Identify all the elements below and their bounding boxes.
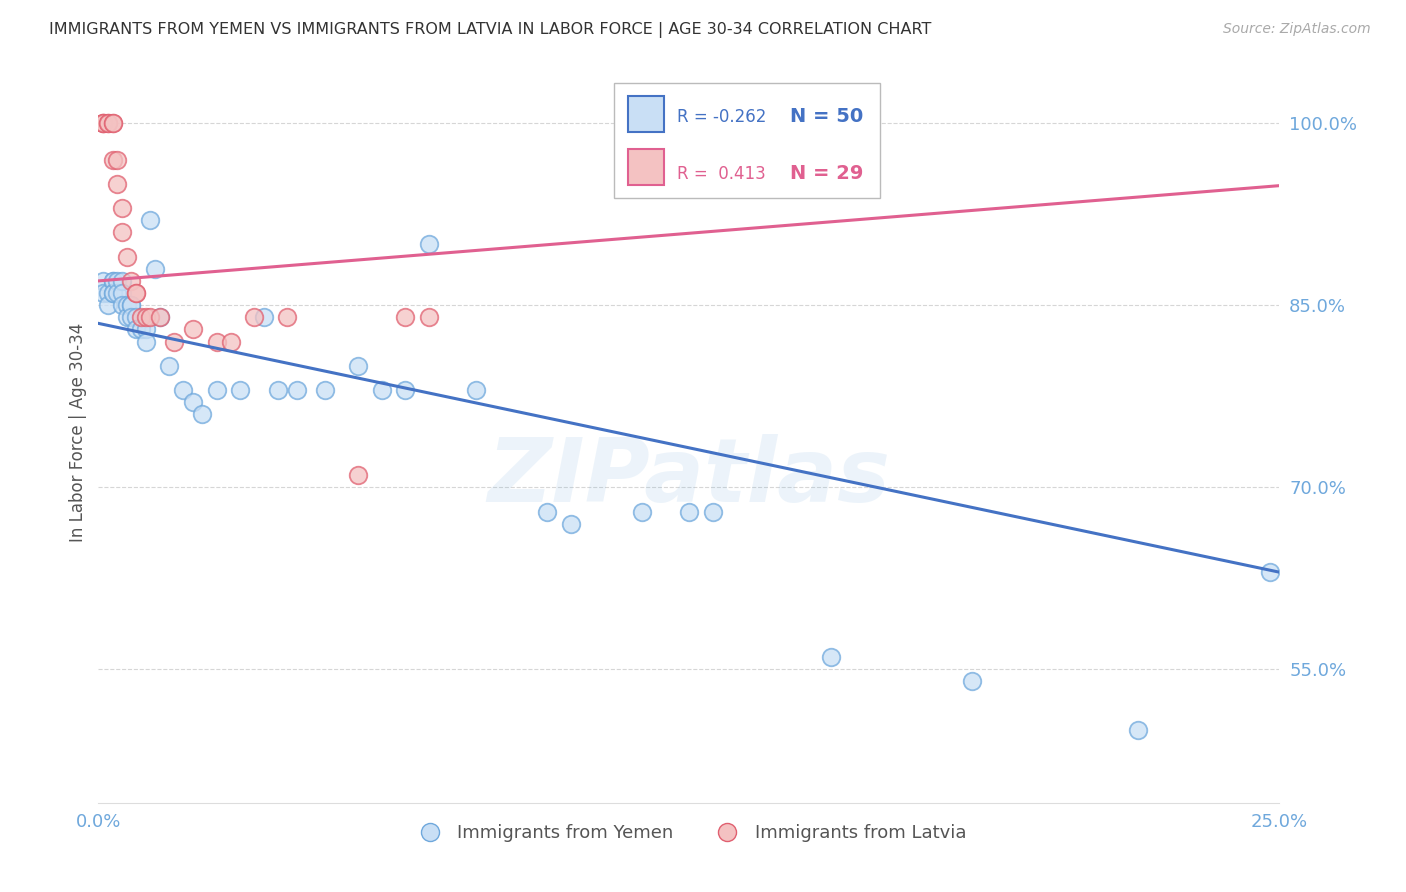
Text: N = 50: N = 50 <box>790 107 863 126</box>
Point <box>101 274 124 288</box>
Point <box>105 274 128 288</box>
Point <box>243 310 266 325</box>
Point <box>181 322 204 336</box>
Point <box>105 153 128 167</box>
Point <box>630 504 652 518</box>
Point <box>418 237 440 252</box>
Point <box>111 201 134 215</box>
Point <box>219 334 242 349</box>
Point <box>121 310 143 325</box>
Point <box>101 116 124 130</box>
Point <box>1258 565 1281 579</box>
Point <box>105 177 128 191</box>
Point <box>101 286 124 301</box>
Point <box>125 310 148 325</box>
Point <box>111 225 134 239</box>
Point <box>560 516 582 531</box>
FancyBboxPatch shape <box>614 83 880 198</box>
Point <box>394 310 416 325</box>
Point <box>101 153 124 167</box>
Point <box>253 310 276 325</box>
Point <box>125 286 148 301</box>
Point <box>418 310 440 325</box>
Point <box>105 286 128 301</box>
Point <box>536 504 558 518</box>
Point <box>702 504 724 518</box>
Point <box>172 383 194 397</box>
Point <box>91 286 114 301</box>
Point <box>115 298 138 312</box>
Point <box>314 383 336 397</box>
Point <box>135 334 157 349</box>
Point <box>1126 723 1149 737</box>
Point <box>139 213 162 227</box>
Point <box>163 334 186 349</box>
Bar <box>628 149 664 185</box>
Text: IMMIGRANTS FROM YEMEN VS IMMIGRANTS FROM LATVIA IN LABOR FORCE | AGE 30-34 CORRE: IMMIGRANTS FROM YEMEN VS IMMIGRANTS FROM… <box>49 22 932 38</box>
Point <box>129 310 152 325</box>
Point <box>91 116 114 130</box>
Point <box>139 310 162 325</box>
Point <box>347 468 370 483</box>
Point <box>91 274 114 288</box>
Point <box>149 310 172 325</box>
Point <box>121 298 143 312</box>
Point <box>157 359 180 373</box>
Point <box>135 322 157 336</box>
Point <box>205 383 228 397</box>
Point <box>229 383 252 397</box>
Point <box>101 274 124 288</box>
Point <box>97 116 120 130</box>
Point <box>111 286 134 301</box>
Text: Source: ZipAtlas.com: Source: ZipAtlas.com <box>1223 22 1371 37</box>
Point <box>115 310 138 325</box>
Text: R = -0.262: R = -0.262 <box>678 108 766 126</box>
Point <box>285 383 308 397</box>
Point <box>465 383 488 397</box>
Point <box>125 322 148 336</box>
Text: N = 29: N = 29 <box>790 163 863 183</box>
Point <box>181 395 204 409</box>
Point <box>121 274 143 288</box>
Point <box>97 286 120 301</box>
Point <box>962 674 984 689</box>
Point <box>820 650 842 665</box>
Point <box>111 298 134 312</box>
Bar <box>628 96 664 132</box>
Point <box>125 286 148 301</box>
Point <box>135 310 157 325</box>
Point <box>394 383 416 397</box>
Point <box>371 383 394 397</box>
Point <box>101 286 124 301</box>
Text: ZIPatlas: ZIPatlas <box>488 434 890 521</box>
Point <box>276 310 298 325</box>
Legend: Immigrants from Yemen, Immigrants from Latvia: Immigrants from Yemen, Immigrants from L… <box>405 817 973 849</box>
Point <box>205 334 228 349</box>
Point <box>121 298 143 312</box>
Point <box>143 261 166 276</box>
Point <box>678 504 700 518</box>
Point <box>91 116 114 130</box>
Point <box>347 359 370 373</box>
Point <box>91 116 114 130</box>
Point <box>97 298 120 312</box>
Point <box>149 310 172 325</box>
Point <box>111 274 134 288</box>
Text: R =  0.413: R = 0.413 <box>678 165 766 183</box>
Point <box>191 408 214 422</box>
Point <box>115 250 138 264</box>
Y-axis label: In Labor Force | Age 30-34: In Labor Force | Age 30-34 <box>69 323 87 542</box>
Point <box>101 116 124 130</box>
Point <box>97 116 120 130</box>
Point <box>129 322 152 336</box>
Point <box>267 383 290 397</box>
